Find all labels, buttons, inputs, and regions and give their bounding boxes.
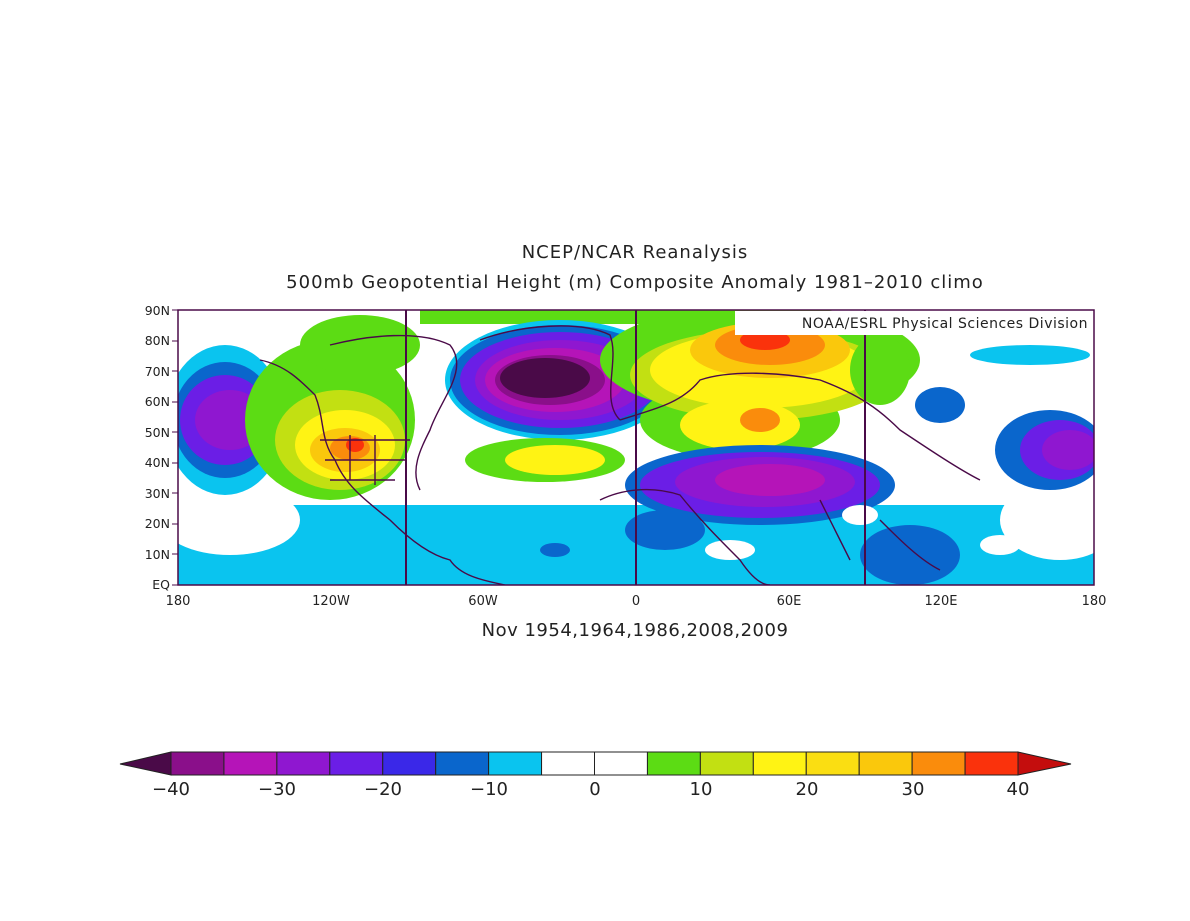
colorbar-label: 10 — [690, 779, 713, 800]
colorbar-label: 20 — [796, 779, 819, 800]
colorbar-cell — [699, 751, 754, 776]
colorbar-high-arrow — [1017, 751, 1072, 776]
colorbar-cell — [964, 751, 1019, 776]
anomaly-blobs — [178, 310, 1094, 585]
lon-label: 120E — [924, 594, 957, 609]
lat-label: 60N — [145, 394, 170, 409]
lat-label: 90N — [145, 303, 170, 318]
colorbar-cell — [223, 751, 278, 776]
colorbar-label: 30 — [902, 779, 925, 800]
lat-label: 80N — [145, 333, 170, 348]
colorbar-cell — [541, 751, 595, 776]
colorbar-cell — [329, 751, 384, 776]
colorbar-cell — [646, 751, 701, 776]
colorbar-low-arrow — [119, 751, 172, 776]
colorbar-cell — [594, 751, 648, 776]
lon-label: 60E — [777, 594, 802, 609]
lon-label: 180 — [1082, 594, 1107, 609]
colorbar-label: 0 — [589, 779, 600, 800]
colorbar: −40 −30 −20 −10 0 10 20 30 40 — [119, 751, 1072, 800]
colorbar-cell — [170, 751, 225, 776]
map-subtitle: 500mb Geopotential Height (m) Composite … — [286, 272, 984, 293]
lat-label: 70N — [145, 364, 170, 379]
credit-box — [735, 311, 1093, 335]
anomaly-field — [178, 310, 1094, 585]
colorbar-cell — [752, 751, 807, 776]
lon-label: 120W — [312, 594, 350, 609]
colorbar-cell — [488, 751, 543, 776]
colorbar-cell — [435, 751, 490, 776]
map-frame — [177, 309, 1095, 586]
colorbar-cell — [382, 751, 437, 776]
lat-label: 20N — [145, 516, 170, 531]
colorbar-label: −20 — [364, 779, 402, 800]
meridian-lines — [405, 310, 866, 585]
colorbar-label: −40 — [152, 779, 190, 800]
lat-label: 40N — [145, 455, 170, 470]
latitude-ticks — [172, 309, 178, 586]
lat-label: 30N — [145, 486, 170, 501]
credit-label: NOAA/ESRL Physical Sciences Division — [802, 316, 1088, 332]
latitude-labels: 90N 80N 70N 60N 50N 40N 30N 20N 10N EQ — [145, 303, 170, 592]
lat-label: EQ — [152, 577, 170, 592]
colorbar-cell — [276, 751, 331, 776]
lat-label: 50N — [145, 425, 170, 440]
date-label: Nov 1954,1964,1986,2008,2009 — [481, 620, 789, 641]
map-title: NCEP/NCAR Reanalysis — [521, 242, 749, 263]
colorbar-cell — [911, 751, 966, 776]
colorbar-label: −30 — [258, 779, 296, 800]
lon-label: 0 — [632, 594, 640, 609]
longitude-labels: 180 120W 60W 0 60E 120E 180 — [166, 594, 1107, 609]
lat-label: 10N — [145, 547, 170, 562]
colorbar-label: 40 — [1007, 779, 1030, 800]
colorbar-cell — [858, 751, 913, 776]
colorbar-label: −10 — [470, 779, 508, 800]
lon-label: 60W — [468, 594, 498, 609]
coastlines — [259, 325, 981, 585]
colorbar-cell — [805, 751, 860, 776]
lon-label: 180 — [166, 594, 191, 609]
